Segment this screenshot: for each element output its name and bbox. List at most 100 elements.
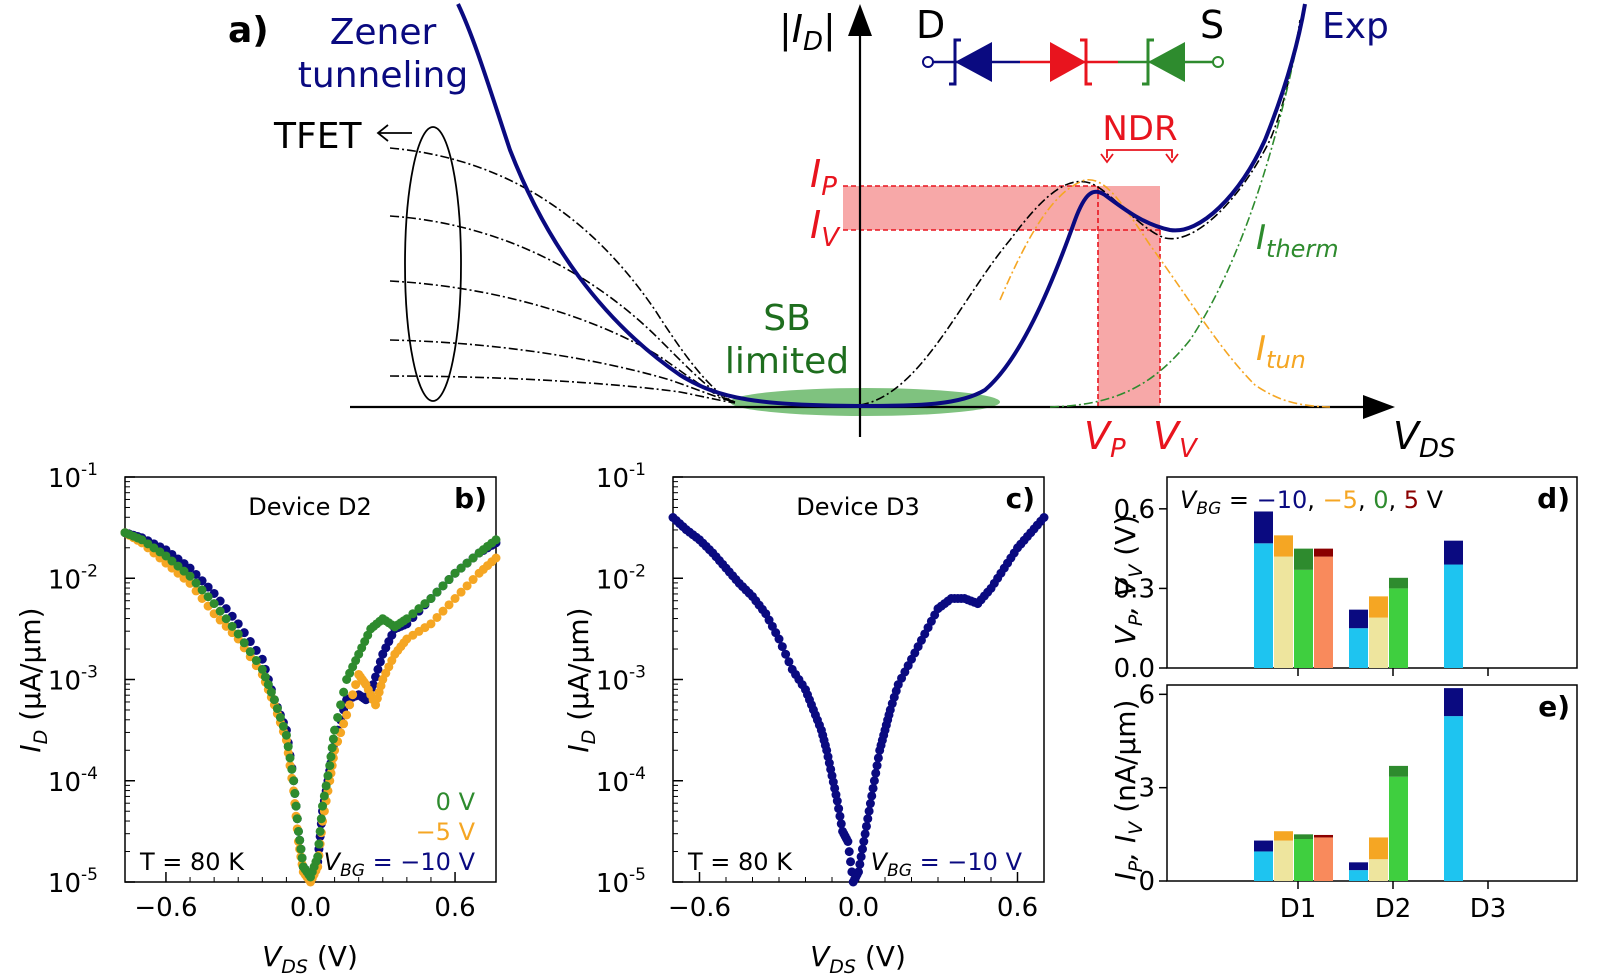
drain-label: D — [916, 3, 945, 47]
vv-label: VV — [1153, 414, 1199, 464]
data-point — [444, 575, 454, 585]
data-point — [326, 752, 336, 762]
vp-label: VP — [1084, 414, 1126, 464]
ip-label: IP — [810, 152, 837, 202]
sb-label-line1: SB — [763, 298, 811, 339]
bar-lower-segment — [1314, 556, 1333, 668]
panel-c-frame — [672, 476, 1045, 883]
panel-b-label: b) — [454, 482, 487, 515]
data-point — [784, 657, 794, 667]
x-tick-label: 0.6 — [997, 893, 1038, 923]
data-point — [167, 556, 177, 566]
data-point — [450, 594, 460, 603]
data-point — [438, 581, 448, 591]
data-point — [834, 804, 844, 814]
data-point — [348, 690, 358, 700]
bar-upper-segment — [1389, 577, 1408, 589]
category-label: D2 — [1375, 894, 1412, 924]
y-tick-exponent: -1 — [629, 460, 646, 480]
data-point — [321, 781, 331, 791]
y-tick-label: 10 — [596, 667, 629, 697]
data-point — [1039, 513, 1049, 522]
exp-curve — [456, 3, 1307, 409]
panel-a: a) |ID| VDS Zener tunneling TFET SB limi… — [228, 3, 1456, 464]
data-point — [861, 821, 871, 831]
data-point — [215, 606, 225, 616]
data-point — [414, 604, 424, 614]
data-point — [859, 837, 869, 846]
panel-d: 0.0 0.3 0.6 d) VBG = −10, −5, 0, 5 V VP, V… — [1109, 476, 1578, 684]
data-point — [868, 783, 878, 793]
y-tick-exponent: -2 — [81, 561, 98, 581]
data-point — [333, 712, 343, 722]
x-axis-title: VDS — [1393, 414, 1456, 464]
data-point — [285, 753, 295, 763]
tfet-curves — [389, 147, 736, 404]
panel-d-ylabel: VP, VV (V) — [1109, 515, 1147, 646]
y-tick-label: 6 — [1138, 680, 1155, 710]
data-point — [856, 852, 866, 862]
tfet-label: TFET — [273, 116, 362, 157]
data-point — [869, 776, 879, 786]
data-point — [432, 587, 442, 597]
bar-lower-segment — [1294, 569, 1313, 668]
y-tick-exponent: -1 — [81, 460, 98, 480]
itherm-curve — [1049, 29, 1301, 408]
y-tick-label: 10 — [48, 869, 81, 899]
data-point — [161, 551, 171, 561]
itun-curve — [999, 179, 1331, 408]
data-point — [855, 859, 865, 869]
itun-label: Itun — [1256, 329, 1306, 374]
x-axis-arrow — [1363, 395, 1395, 419]
data-point — [450, 568, 460, 578]
data-point — [339, 719, 349, 729]
data-point — [854, 867, 863, 877]
data-point — [245, 647, 255, 657]
data-point — [462, 581, 472, 591]
data-point — [843, 837, 853, 846]
y-axis-title: |ID| — [779, 7, 836, 57]
data-point — [781, 649, 791, 659]
ndr-bracket — [1100, 149, 1179, 164]
data-point — [293, 826, 303, 836]
data-point — [319, 791, 329, 801]
bar-lower-segment — [1314, 837, 1333, 881]
data-point — [491, 535, 501, 545]
panel-d-ticks: 0.0 0.3 0.6 — [1114, 495, 1489, 684]
data-point — [871, 768, 881, 778]
data-point — [260, 672, 270, 682]
data-point — [313, 852, 323, 862]
data-point — [281, 730, 291, 740]
data-point — [865, 799, 875, 809]
data-point — [408, 609, 418, 619]
bar-lower-segment — [1254, 851, 1273, 881]
x-tick-label: −0.6 — [668, 893, 731, 923]
panel-d-legend: VBG = −10, −5, 0, 5 V — [1180, 486, 1444, 519]
data-point — [774, 634, 784, 644]
panel-e-bars — [1254, 688, 1463, 881]
data-point — [289, 776, 299, 786]
data-point — [318, 801, 328, 811]
data-point — [203, 592, 213, 602]
data-point — [291, 801, 301, 811]
exp-label: Exp — [1322, 6, 1389, 47]
panel-b-ticks: 10-510-410-310-210 -1−0.6 0.0 0.6 — [48, 460, 476, 923]
y-tick-label: 0 — [1138, 867, 1155, 897]
data-point — [197, 585, 207, 595]
tfet-ellipse — [404, 126, 462, 402]
data-point — [462, 558, 472, 568]
panel-b-title: Device D2 — [248, 493, 371, 521]
data-point — [873, 753, 883, 763]
data-point — [227, 621, 237, 631]
x-tick-label: 0.0 — [290, 893, 331, 923]
data-point — [257, 664, 267, 674]
y-axis-arrow — [848, 4, 872, 36]
data-point — [290, 788, 300, 798]
panel-b-points — [120, 528, 501, 887]
panel-e-ticks: 0 3 6 D1 D2 D3 — [1138, 680, 1506, 924]
data-point — [860, 829, 870, 839]
bar-lower-segment — [1444, 716, 1463, 881]
legend-vbg-c: VBG = −10 V — [871, 848, 1023, 881]
data-point — [263, 680, 273, 690]
